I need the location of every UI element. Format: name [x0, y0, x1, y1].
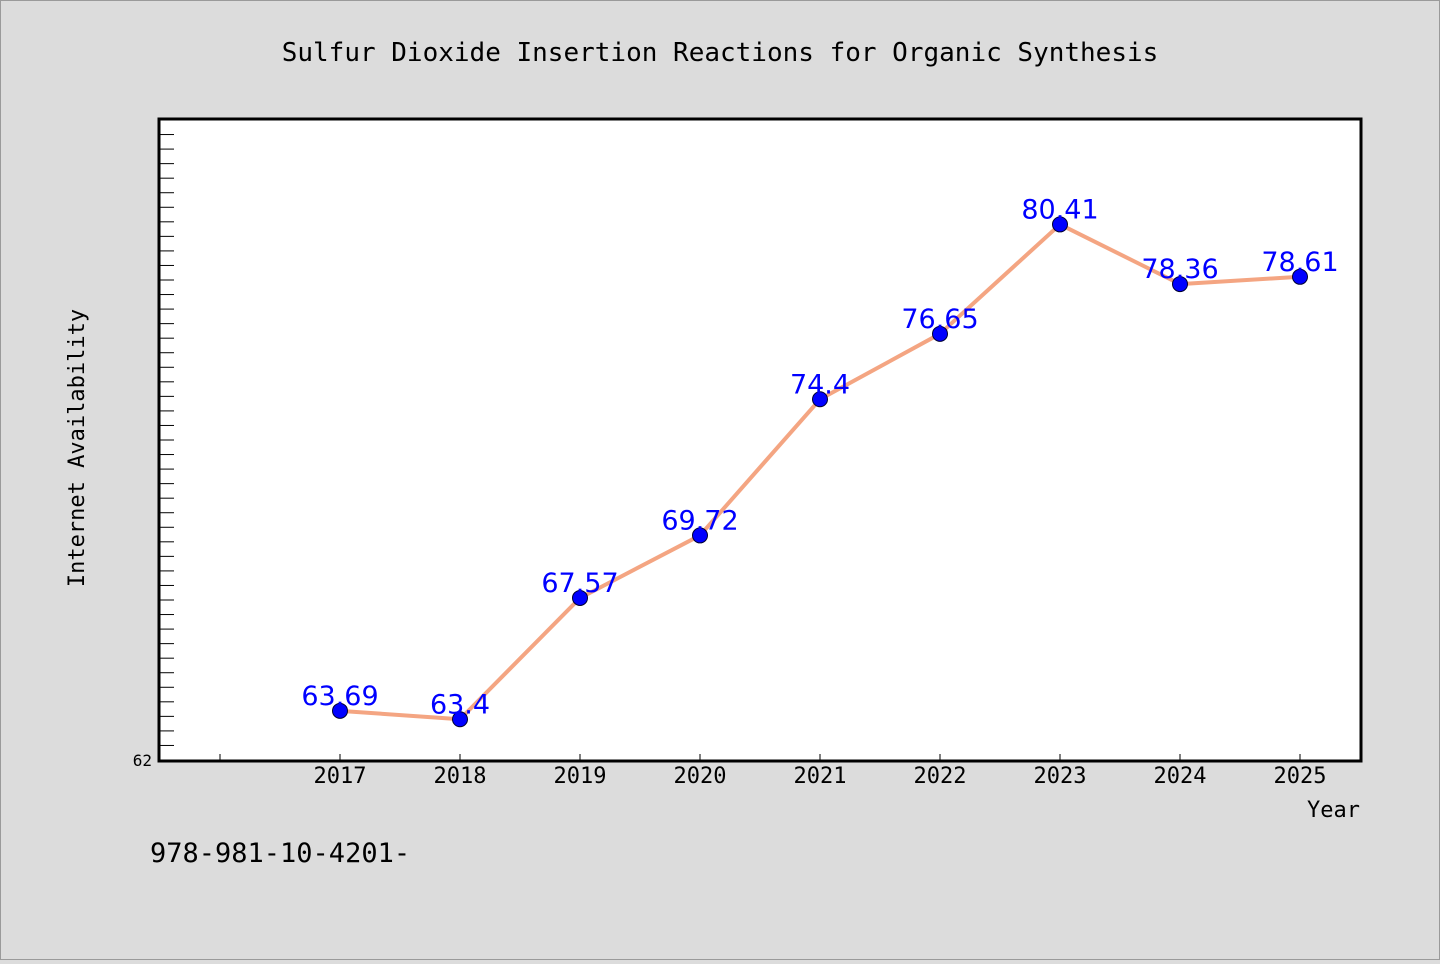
chart-title: Sulfur Dioxide Insertion Reactions for O…: [282, 38, 1159, 68]
x-axis-label: Year: [1307, 798, 1360, 823]
x-tick-labels: 2017 2018 2019 2020 2021 2022 2023 2024 2025: [314, 764, 1327, 789]
data-label: 69.72: [661, 505, 738, 536]
plot-area: [157, 117, 1363, 763]
axis-ticks: [160, 134, 1301, 760]
data-point: [332, 702, 348, 719]
data-label: 78.61: [1261, 247, 1338, 278]
data-point: [452, 711, 468, 728]
x-tick-label: 2023: [1034, 764, 1087, 789]
footer-text: 978-981-10-4201-: [150, 838, 410, 869]
x-tick-label: 2019: [554, 764, 607, 789]
data-label: 63.4: [430, 689, 490, 720]
data-label: 76.65: [901, 304, 978, 335]
data-point: [572, 589, 588, 606]
y-tick-label: 62: [133, 751, 152, 770]
series-markers: [332, 216, 1308, 728]
data-point: [1052, 216, 1068, 233]
data-point: [1292, 268, 1308, 285]
x-tick-label: 2022: [914, 764, 967, 789]
data-labels: 63.69 63.4 67.57 69.72 74.4 76.65 80.41 78.36 78…: [301, 194, 1338, 720]
x-tick-label: 2017: [314, 764, 367, 789]
x-tick-label: 2024: [1154, 764, 1207, 789]
x-tick-label: 2020: [674, 764, 727, 789]
y-tick-labels: 62: [133, 751, 152, 770]
data-point: [1172, 276, 1188, 293]
data-label: 63.69: [301, 681, 378, 712]
data-point: [692, 527, 708, 544]
x-tick-label: 2018: [434, 764, 487, 789]
x-tick-label: 2025: [1274, 764, 1327, 789]
data-label: 67.57: [541, 568, 618, 599]
data-label: 80.41: [1021, 194, 1098, 225]
y-axis-label: Internet Availability: [65, 309, 90, 587]
data-point: [932, 325, 948, 342]
data-label: 78.36: [1141, 254, 1218, 285]
x-tick-label: 2021: [794, 764, 847, 789]
data-point: [812, 391, 828, 408]
data-label: 74.4: [790, 369, 850, 400]
